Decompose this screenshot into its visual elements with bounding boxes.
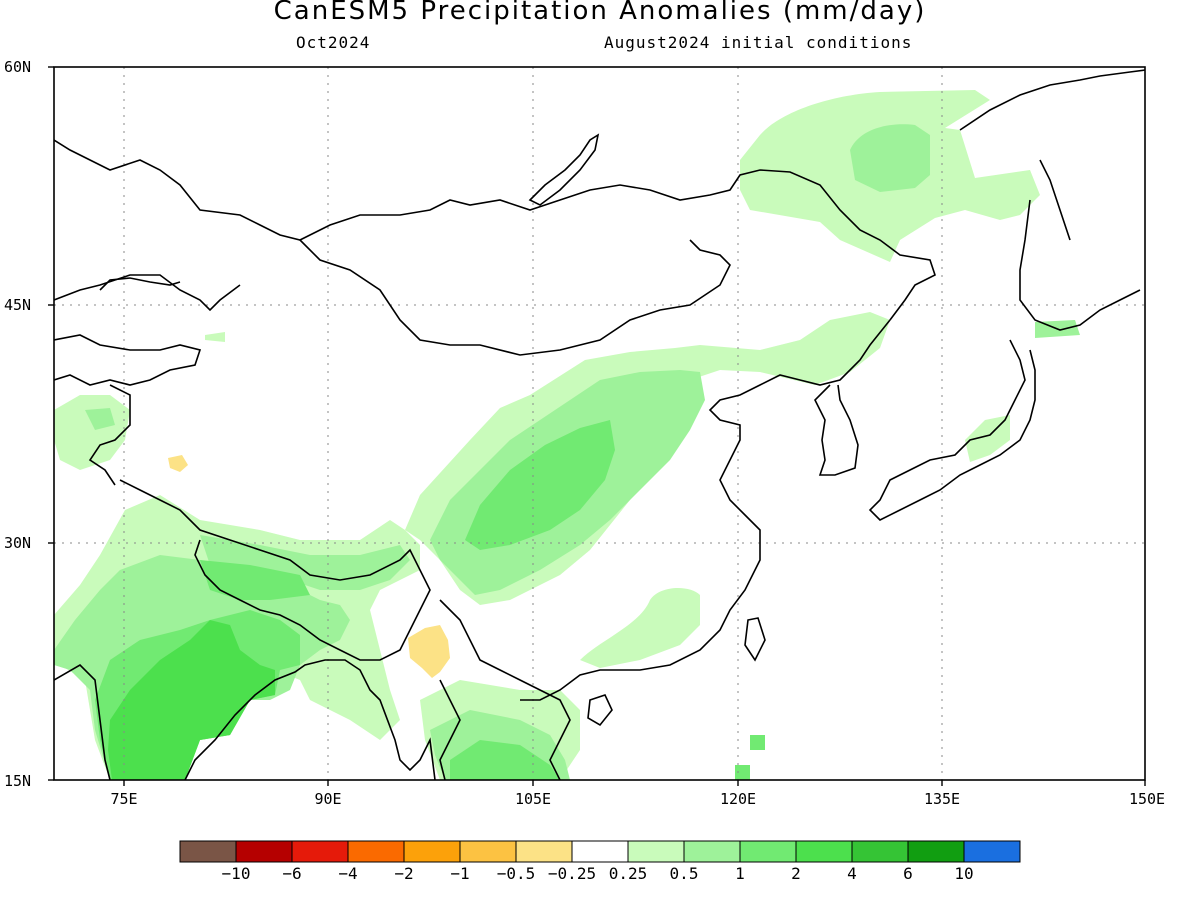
colorbar-swatch [179,840,237,863]
anomaly-region-pamir [54,395,130,470]
colorbar-swatch [907,840,965,863]
anomaly-region-sichuan [465,420,615,550]
anomaly-field [54,90,1080,780]
colorbar-swatch [459,840,517,863]
colorbar-tick-label: 4 [847,864,857,883]
colorbar-swatch [627,840,685,863]
anomaly-region-india-core [108,620,275,780]
lon-label-150e: 150E [1128,790,1166,808]
lat-label-15n: 15N [4,772,32,790]
colorbar-tick-label: −0.5 [496,864,536,883]
anomaly-region-kashmir-dry [168,455,188,472]
colorbar-swatch [403,840,461,863]
colorbar-swatch [851,840,909,863]
forecast-month: Oct2024 [296,33,371,52]
colorbar-tick-label: −6 [282,864,302,883]
colorbar-tick-label: −1 [450,864,470,883]
colorbar-swatch [515,840,573,863]
anomaly-region-tajik [85,408,115,430]
coastlines [54,69,1145,780]
colorbar-tick-label: 6 [903,864,913,883]
colorbar-swatch [347,840,405,863]
lon-label-75e: 75E [110,790,138,808]
colorbar-swatch [291,840,349,863]
lon-label-120e: 120E [719,790,757,808]
colorbar-tick-label: −2 [394,864,414,883]
anomaly-region-yunnan-dry [408,625,450,678]
axis-ticks [48,66,1146,786]
colorbar-tick-label: −4 [338,864,358,883]
colorbar-tick-label: 0.25 [608,864,648,883]
colorbar-tick-label: −10 [221,864,251,883]
anomaly-region-manchuria [850,124,930,192]
colorbar [179,840,1021,863]
anomaly-region-nepal [200,560,310,600]
lat-label-60n: 60N [4,58,32,76]
lon-label-135e: 135E [923,790,961,808]
colorbar-swatch [739,840,797,863]
colorbar-swatch [683,840,741,863]
colorbar-tick-label: 2 [791,864,801,883]
initial-conditions: August2024 initial conditions [604,33,913,52]
colorbar-swatch [795,840,853,863]
colorbar-tick-label: −0.25 [547,864,597,883]
colorbar-swatch [963,840,1021,863]
anomaly-region-indochina-west [450,740,560,780]
anomaly-region-luzon [735,765,750,780]
lon-label-105e: 105E [514,790,552,808]
lat-label-45n: 45N [4,296,32,314]
colorbar-tick-label: 10 [954,864,974,883]
colorbar-swatch [571,840,629,863]
anomaly-region-se-china [580,588,700,668]
lat-label-30n: 30N [4,534,32,552]
anomaly-region-taiwan [750,735,765,750]
colorbar-tick-label: 1 [735,864,745,883]
anomaly-region-caspian [205,332,225,342]
plot-frame [53,66,1146,781]
map-title: CanESM5 Precipitation Anomalies (mm/day) [273,0,927,26]
lon-label-90e: 90E [314,790,342,808]
colorbar-swatch [235,840,293,863]
gridlines [54,67,1145,780]
colorbar-tick-label: 0.5 [669,864,699,883]
